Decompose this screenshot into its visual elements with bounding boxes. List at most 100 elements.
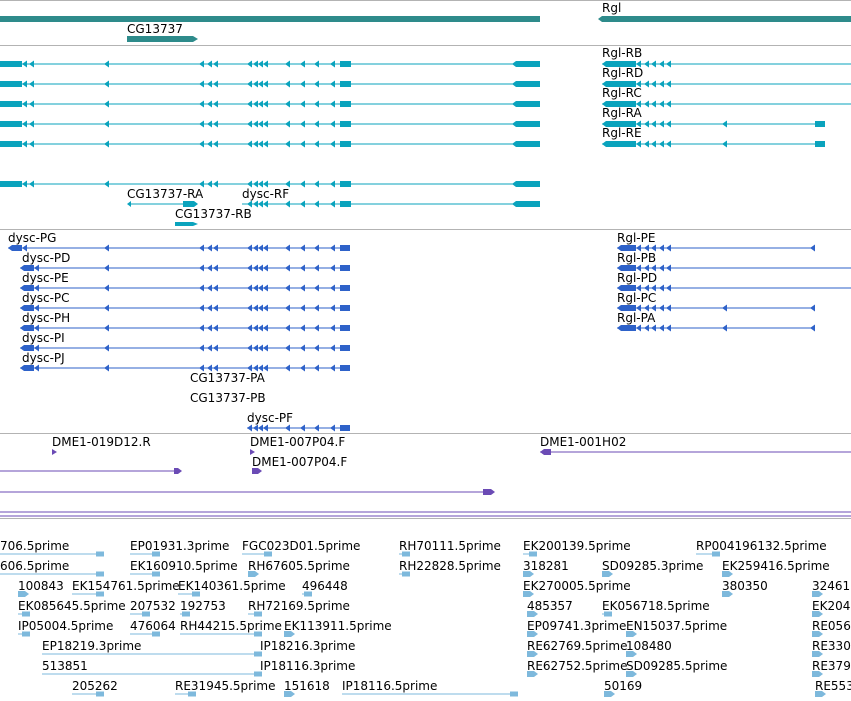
protein-dysc-pi-label[interactable]: dysc-PI bbox=[22, 331, 65, 345]
est-label[interactable]: EK056718.5prime bbox=[602, 599, 710, 613]
est-label[interactable]: 192753 bbox=[180, 599, 226, 613]
gene-rgl-bar[interactable] bbox=[598, 16, 851, 22]
est-label[interactable]: RE62752.5prime bbox=[527, 659, 628, 673]
dysc-transcripts[interactable] bbox=[0, 60, 540, 188]
transcript-rgl-rc-label[interactable]: Rgl-RC bbox=[602, 86, 642, 100]
est-label[interactable]: FGC023D01.5prime bbox=[242, 539, 360, 553]
protein-cg13737-pb-label[interactable]: CG13737-PB bbox=[190, 391, 266, 405]
protein-dysc-pd-label[interactable]: dysc-PD bbox=[22, 251, 70, 265]
est-label[interactable]: RH70111.5prime bbox=[399, 539, 501, 553]
transcript-rgl-rb-label[interactable]: Rgl-RB bbox=[602, 46, 642, 60]
gene-cg13737-bar[interactable] bbox=[127, 36, 198, 42]
clone-label-2[interactable]: DME1-007P04.F bbox=[250, 435, 345, 449]
protein-rgl-pe-label[interactable]: Rgl-PE bbox=[617, 231, 655, 245]
est-label[interactable]: EP09741.3prime bbox=[527, 619, 626, 633]
est-label[interactable]: RE31945.5prime bbox=[175, 679, 276, 693]
est-label[interactable]: EK160910.5prime bbox=[130, 559, 238, 573]
est-label[interactable]: RH67605.5prime bbox=[248, 559, 350, 573]
protein-dysc-pe-label[interactable]: dysc-PE bbox=[22, 271, 69, 285]
est-label[interactable]: IP18216.3prime bbox=[260, 639, 355, 653]
transcript-rgl-ra-label[interactable]: Rgl-RA bbox=[602, 106, 642, 120]
est-label[interactable]: EK154761.5prime bbox=[72, 579, 180, 593]
est-label[interactable]: IP18116.3prime bbox=[260, 659, 355, 673]
clone-label-1[interactable]: DME1-019D12.R bbox=[52, 435, 151, 449]
est-label[interactable]: 100843 bbox=[18, 579, 64, 593]
gene-rgl-label[interactable]: Rgl bbox=[602, 1, 621, 15]
rgl-transcripts[interactable] bbox=[602, 60, 851, 148]
protein-dysc-pg-label[interactable]: dysc-PG bbox=[8, 231, 56, 245]
transcript-cg13737-rb[interactable] bbox=[175, 222, 198, 226]
est-label[interactable]: IP18116.5prime bbox=[342, 679, 437, 693]
clone-label-3[interactable]: DME1-007P04.F bbox=[252, 455, 347, 469]
rgl-proteins[interactable] bbox=[617, 244, 851, 332]
est-label[interactable]: EK259416.5prime bbox=[722, 559, 830, 573]
transcript-rgl-re-label[interactable]: Rgl-RE bbox=[602, 126, 642, 140]
protein-dysc-pc-label[interactable]: dysc-PC bbox=[22, 291, 70, 305]
protein-dysc-pj-label[interactable]: dysc-PJ bbox=[22, 351, 65, 365]
est-label[interactable]: 318281 bbox=[523, 559, 569, 573]
est-label[interactable]: EK140361.5prime bbox=[178, 579, 286, 593]
est-block bbox=[22, 611, 30, 617]
est-label[interactable]: EK204 bbox=[812, 599, 850, 613]
protein-rgl-pc-label[interactable]: Rgl-PC bbox=[617, 291, 656, 305]
transcript-exon bbox=[815, 121, 825, 127]
est-label[interactable]: 380350 bbox=[722, 579, 768, 593]
gene-dysc-bar[interactable] bbox=[0, 16, 540, 22]
est-label[interactable]: 496448 bbox=[302, 579, 348, 593]
est-label[interactable]: RH44215.5prime bbox=[180, 619, 282, 633]
protein-dysc-pf[interactable] bbox=[247, 424, 350, 432]
est-label[interactable]: EK270005.5prime bbox=[523, 579, 631, 593]
protein-intron-chevron bbox=[810, 304, 815, 312]
transcript-cg13737-rb-label[interactable]: CG13737-RB bbox=[175, 207, 252, 221]
est-label[interactable]: 207532 bbox=[130, 599, 176, 613]
protein-exon bbox=[20, 265, 34, 271]
est-label[interactable]: 476064 bbox=[130, 619, 176, 633]
transcript-intron-chevron bbox=[104, 80, 109, 88]
est-label[interactable]: RH72169.5prime bbox=[248, 599, 350, 613]
est-label[interactable]: 151618 bbox=[284, 679, 330, 693]
est-label[interactable]: RH22828.5prime bbox=[399, 559, 501, 573]
est-label[interactable]: IP05004.5prime bbox=[18, 619, 113, 633]
transcript-cg13737-ra-label[interactable]: CG13737-RA bbox=[127, 187, 204, 201]
transcript-dysc-rf[interactable] bbox=[242, 200, 540, 208]
clone-marker-3[interactable] bbox=[252, 468, 262, 474]
est-label[interactable]: 606.5prime bbox=[0, 559, 69, 573]
transcript-intron-chevron bbox=[330, 140, 335, 148]
est-label[interactable]: RP004196132.5prime bbox=[696, 539, 827, 553]
protein-rgl-pd-label[interactable]: Rgl-PD bbox=[617, 271, 657, 285]
est-label[interactable]: 50169 bbox=[604, 679, 642, 693]
est-label[interactable]: SD09285.5prime bbox=[626, 659, 727, 673]
est-label[interactable]: EP18219.3prime bbox=[42, 639, 141, 653]
gene-cg13737-label[interactable]: CG13737 bbox=[127, 22, 183, 36]
est-label[interactable]: 205262 bbox=[72, 679, 118, 693]
est-label[interactable]: 108480 bbox=[626, 639, 672, 653]
est-glyphs[interactable] bbox=[0, 551, 826, 698]
est-label[interactable]: RE056 bbox=[812, 619, 851, 633]
est-label[interactable]: RE62769.5prime bbox=[527, 639, 628, 653]
est-label[interactable]: 513851 bbox=[42, 659, 88, 673]
protein-intron-chevron bbox=[722, 324, 727, 332]
est-label[interactable]: RE553 bbox=[815, 679, 851, 693]
est-label[interactable]: EK113911.5prime bbox=[284, 619, 392, 633]
protein-rgl-pa-label[interactable]: Rgl-PA bbox=[617, 311, 656, 325]
est-label[interactable]: EK200139.5prime bbox=[523, 539, 631, 553]
dysc-proteins[interactable] bbox=[8, 244, 350, 372]
protein-dysc-pf-label[interactable]: dysc-PF bbox=[247, 411, 293, 425]
est-label[interactable]: EN15037.5prime bbox=[626, 619, 727, 633]
clone-marker-1[interactable] bbox=[52, 449, 57, 455]
est-label[interactable]: 32461 bbox=[812, 579, 850, 593]
protein-rgl-pb-label[interactable]: Rgl-PB bbox=[617, 251, 656, 265]
clone-marker-2[interactable] bbox=[250, 449, 255, 455]
est-label[interactable]: EK085645.5prime bbox=[18, 599, 126, 613]
est-label[interactable]: RE330 bbox=[812, 639, 851, 653]
est-label[interactable]: SD09285.3prime bbox=[602, 559, 703, 573]
clone-label-4[interactable]: DME1-001H02 bbox=[540, 435, 626, 449]
est-label[interactable]: EP01931.3prime bbox=[130, 539, 229, 553]
transcript-dysc-rf-label[interactable]: dysc-RF bbox=[242, 187, 289, 201]
transcript-rgl-rd-label[interactable]: Rgl-RD bbox=[602, 66, 643, 80]
protein-dysc-ph-label[interactable]: dysc-PH bbox=[22, 311, 70, 325]
protein-cg13737-pa-label[interactable]: CG13737-PA bbox=[190, 371, 266, 385]
est-label[interactable]: 485357 bbox=[527, 599, 573, 613]
est-label[interactable]: RE379 bbox=[812, 659, 851, 673]
est-label[interactable]: 706.5prime bbox=[0, 539, 69, 553]
